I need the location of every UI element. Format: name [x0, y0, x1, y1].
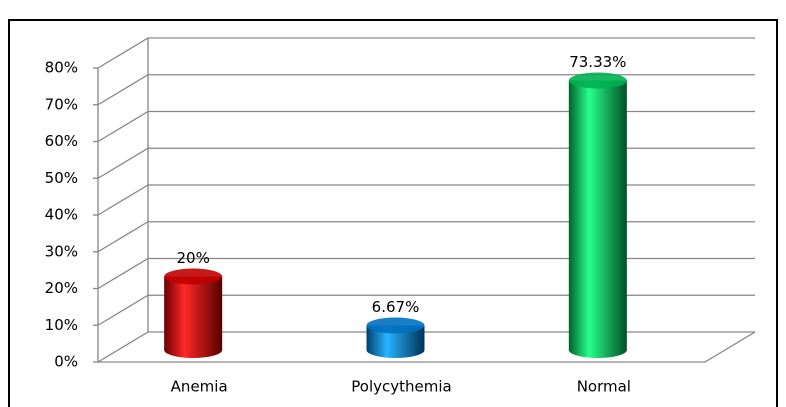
- grid-line: [97, 221, 755, 253]
- grid-line: [97, 74, 755, 106]
- y-tick-label: 20%: [45, 279, 78, 297]
- grid-line: [97, 294, 755, 326]
- bar-top: [568, 72, 627, 89]
- grid-line: [97, 184, 755, 216]
- y-tick-label: 50%: [45, 169, 78, 187]
- x-tick-label: Anemia: [171, 378, 228, 396]
- data-label: 20%: [176, 249, 209, 267]
- bar-top: [366, 317, 425, 334]
- floor-edge: [98, 331, 756, 363]
- y-tick-label: 10%: [45, 316, 78, 334]
- y-tick-label: 30%: [45, 242, 78, 260]
- grid-line: [97, 331, 755, 363]
- grid-line: [97, 37, 755, 69]
- bar: [568, 80, 627, 350]
- y-tick-label: 70%: [45, 95, 78, 113]
- y-tick-label: 60%: [45, 132, 78, 150]
- bar: [164, 276, 223, 350]
- grid-line: [97, 110, 755, 143]
- y-tick-label: 80%: [45, 59, 78, 77]
- grid-line: [97, 257, 755, 290]
- x-tick-label: Polycythemia: [351, 378, 451, 396]
- bar-top: [164, 268, 223, 285]
- data-label: 73.33%: [569, 53, 626, 71]
- y-tick-label: 0%: [54, 353, 78, 371]
- data-label: 6.67%: [372, 298, 420, 316]
- x-tick-label: Normal: [577, 378, 631, 396]
- grid-line: [97, 147, 755, 179]
- y-tick-label: 40%: [45, 206, 78, 224]
